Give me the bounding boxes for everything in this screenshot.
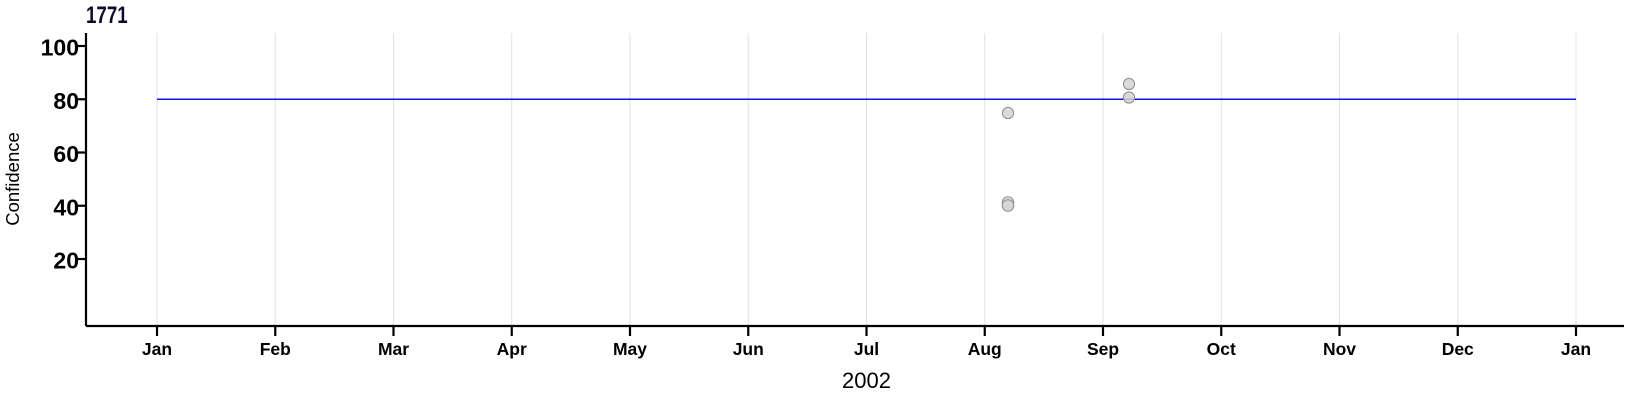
svg-text:Oct: Oct <box>1207 339 1236 359</box>
svg-text:Jan: Jan <box>1561 339 1591 359</box>
svg-text:60: 60 <box>53 141 79 167</box>
svg-text:Aug: Aug <box>968 339 1002 359</box>
svg-text:Apr: Apr <box>497 339 527 359</box>
svg-text:Sep: Sep <box>1087 339 1119 359</box>
svg-text:Feb: Feb <box>260 339 291 359</box>
svg-text:Mar: Mar <box>378 339 409 359</box>
svg-text:Jun: Jun <box>733 339 764 359</box>
svg-text:40: 40 <box>53 194 79 220</box>
svg-text:Dec: Dec <box>1442 339 1474 359</box>
svg-text:100: 100 <box>41 35 79 61</box>
svg-text:80: 80 <box>53 88 79 114</box>
svg-text:20: 20 <box>53 248 79 274</box>
svg-text:May: May <box>613 339 647 359</box>
svg-text:Jul: Jul <box>854 339 879 359</box>
svg-text:Jan: Jan <box>142 339 172 359</box>
svg-text:2002: 2002 <box>842 368 891 393</box>
svg-text:Nov: Nov <box>1323 339 1356 359</box>
